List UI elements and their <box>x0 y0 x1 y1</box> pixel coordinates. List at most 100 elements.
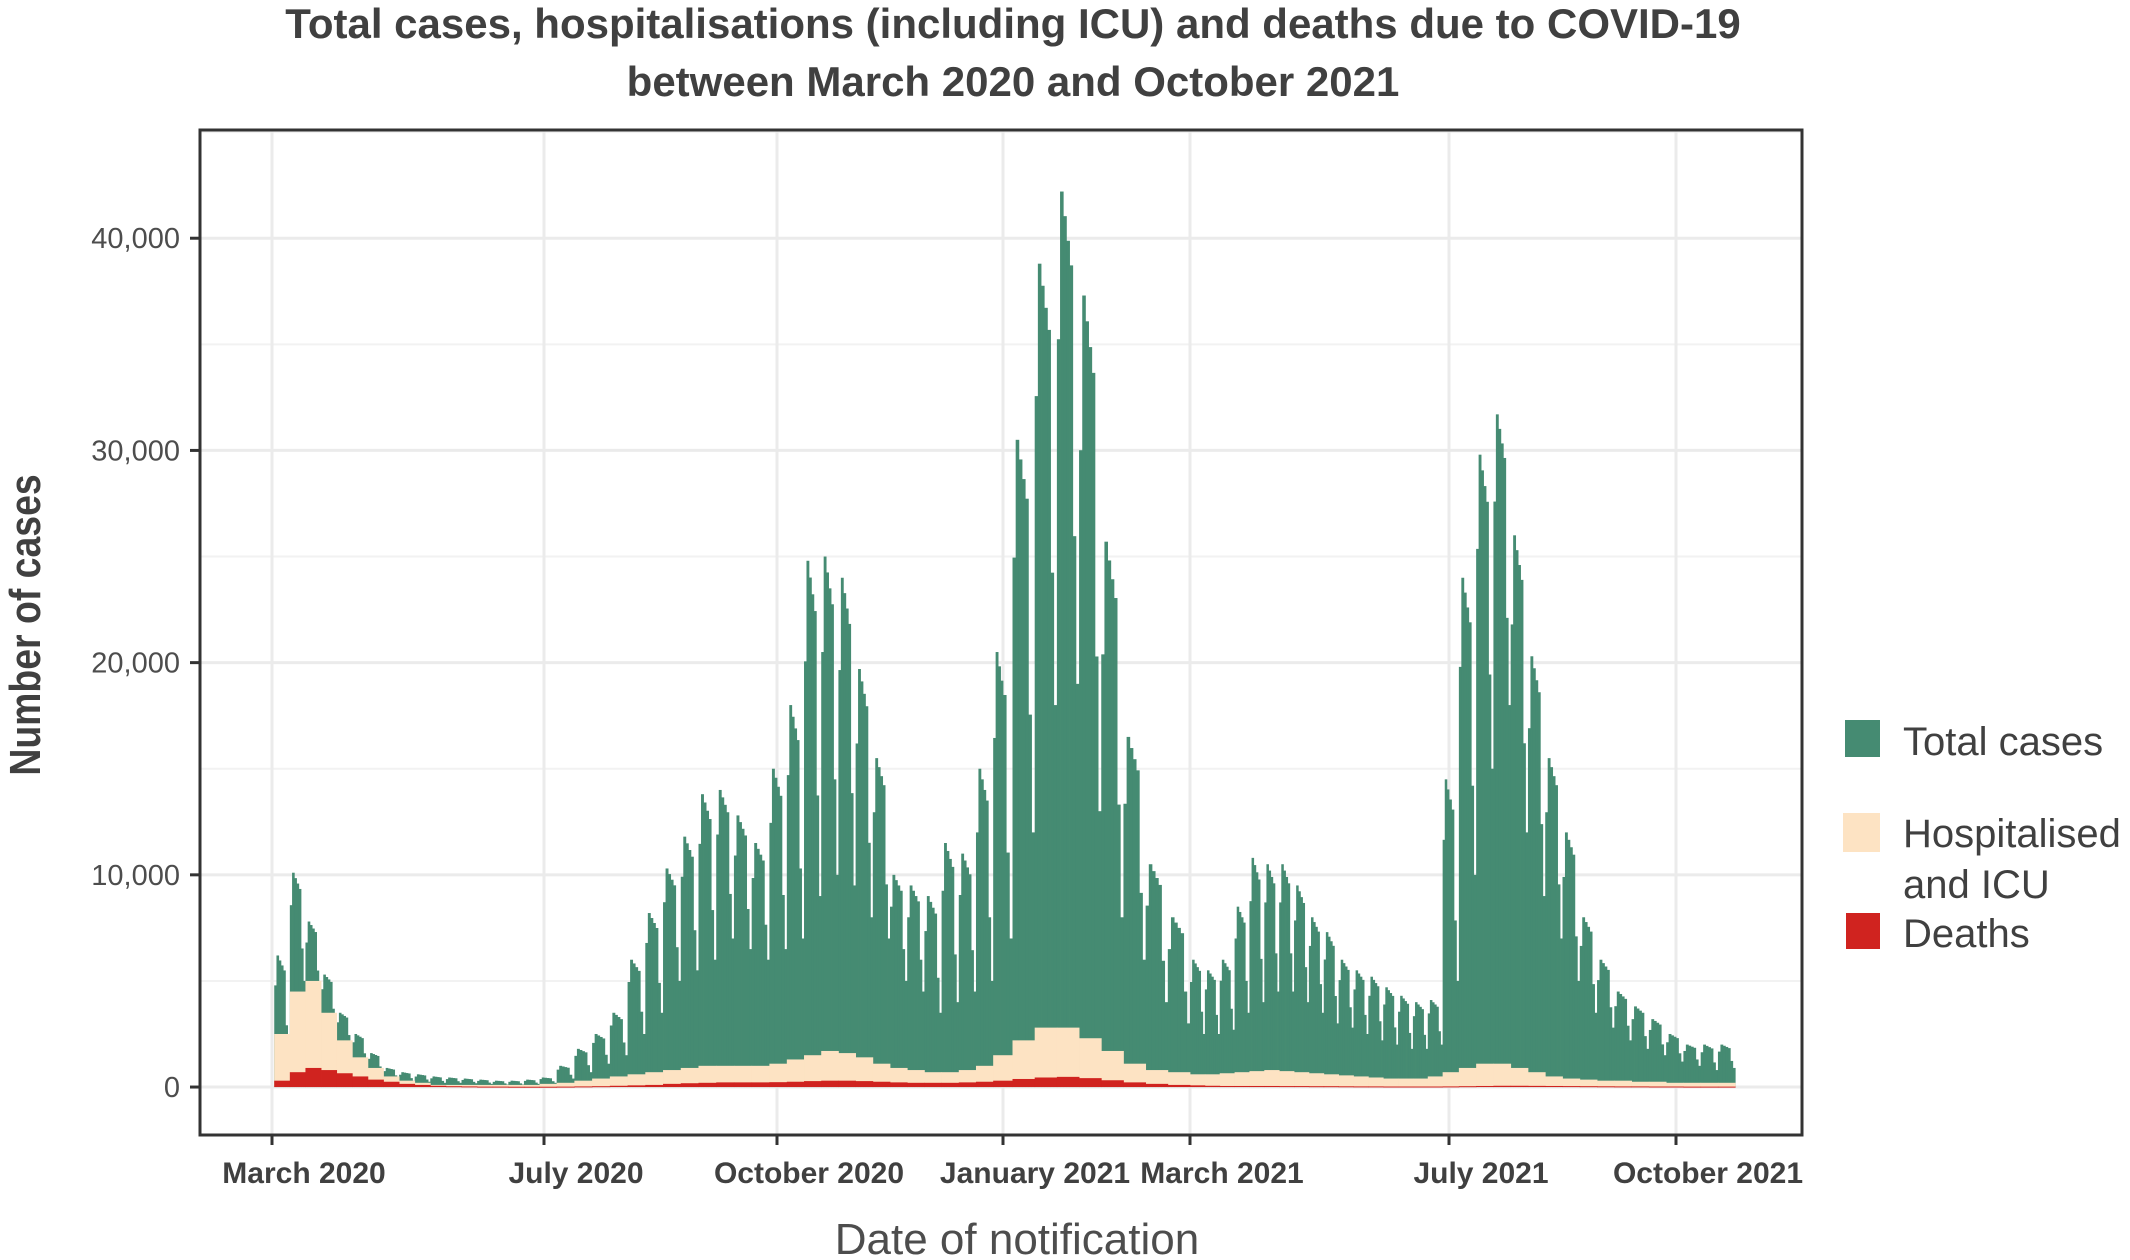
total-cases-bar <box>1530 656 1534 1088</box>
total-cases-bar <box>934 913 938 1088</box>
hospitalised-bar <box>1398 1078 1414 1088</box>
total-cases-bar <box>1636 1008 1640 1088</box>
total-cases-bar <box>1056 339 1061 1088</box>
total-cases-bar <box>1334 996 1337 1088</box>
hospitalised-bar <box>1219 1073 1235 1088</box>
total-cases-bar <box>754 843 758 1088</box>
total-cases-bar <box>448 1077 451 1088</box>
total-cases-bar <box>607 1063 611 1088</box>
deaths-bar <box>1145 1083 1169 1088</box>
total-cases-bar <box>1537 692 1541 1088</box>
total-cases-bar <box>278 960 282 1088</box>
total-cases-bar <box>1389 993 1393 1088</box>
total-cases-bar <box>1378 1021 1382 1088</box>
total-cases-bar <box>1291 991 1295 1088</box>
total-cases-bar <box>663 902 666 1088</box>
total-cases-bar <box>1177 927 1181 1088</box>
total-cases-bar <box>1376 986 1380 1088</box>
deaths-bar <box>838 1080 857 1088</box>
total-cases-bar <box>1700 1052 1704 1088</box>
deaths-bars <box>274 1067 1736 1088</box>
total-cases-bar <box>811 594 815 1088</box>
total-cases-bar <box>1574 936 1578 1088</box>
deaths-bar <box>1190 1085 1206 1088</box>
total-cases-bar <box>1372 979 1376 1088</box>
x-axis: March 2020 July 2020 October 2020 January 2… <box>222 1135 1803 1190</box>
legend-label-hospitalised-line-2: and ICU <box>1903 863 2050 907</box>
total-cases-bar <box>630 959 634 1088</box>
deaths-bar <box>645 1084 664 1088</box>
total-cases-bar <box>1410 1048 1414 1088</box>
hospitalised-bar <box>1683 1082 1702 1088</box>
total-cases-bar <box>632 963 636 1088</box>
deaths-bar <box>786 1081 805 1088</box>
legend-swatch-total-cases <box>1845 720 1880 757</box>
total-cases-bar <box>1069 265 1074 1088</box>
deaths-bar <box>907 1082 925 1088</box>
hospitalised-bar <box>1079 1038 1102 1088</box>
total-cases-bar <box>1400 995 1403 1088</box>
total-cases-bar <box>953 954 957 1088</box>
total-cases-bar <box>441 1080 445 1088</box>
total-cases-bar <box>1550 767 1554 1088</box>
x-tick-label: March 2020 <box>222 1157 385 1190</box>
total-cases-bar <box>1107 560 1112 1088</box>
deaths-bar <box>1442 1086 1460 1088</box>
deaths-bar <box>289 1072 306 1088</box>
total-cases-bar <box>1325 932 1329 1088</box>
total-cases-bar <box>756 848 760 1088</box>
deaths-bar <box>821 1080 839 1088</box>
total-cases-bar <box>951 866 955 1088</box>
hospitalised-bar <box>1458 1067 1477 1088</box>
deaths-bar <box>1338 1086 1354 1088</box>
total-cases-bar <box>840 577 844 1088</box>
total-cases-bar <box>1463 592 1467 1088</box>
hospitalised-bar <box>1353 1076 1369 1088</box>
deaths-bar <box>321 1070 338 1088</box>
total-cases-bar <box>1031 832 1036 1088</box>
total-cases-bar <box>452 1078 456 1088</box>
hospitalised-bar <box>1648 1081 1667 1088</box>
y-tick-label: 40,000 <box>91 223 180 255</box>
deaths-bar <box>958 1082 977 1088</box>
total-cases-bar <box>1440 1044 1444 1088</box>
total-cases-bar <box>472 1081 476 1088</box>
hospitalised-bar <box>1145 1070 1169 1088</box>
total-cases-bar <box>838 670 842 1088</box>
total-cases-bar <box>569 1074 573 1088</box>
total-cases-bar <box>764 924 768 1088</box>
total-cases-bar <box>657 982 661 1088</box>
deaths-bar <box>430 1085 447 1088</box>
total-cases-bar <box>794 728 798 1088</box>
total-cases-bar <box>781 894 785 1088</box>
deaths-bar <box>855 1081 874 1088</box>
total-cases-bar <box>980 779 984 1088</box>
total-cases-bar <box>862 693 866 1088</box>
total-cases-bar <box>1306 1002 1310 1088</box>
total-cases-bar <box>1555 785 1558 1088</box>
total-cases-bar <box>1300 897 1303 1088</box>
total-cases-bar <box>902 949 906 1088</box>
total-cases-bar <box>1468 622 1472 1088</box>
total-cases-bar <box>1624 998 1628 1088</box>
hospitalised-bar <box>1562 1078 1581 1088</box>
total-cases-bar <box>1120 917 1124 1088</box>
total-cases-bar <box>917 901 920 1088</box>
total-cases-bar <box>1429 1000 1433 1088</box>
total-cases-bar <box>749 949 753 1088</box>
total-cases-bar <box>716 834 720 1088</box>
total-cases-bar <box>1253 865 1257 1088</box>
total-cases-bar <box>421 1075 425 1088</box>
hospitalised-bar <box>1294 1072 1310 1088</box>
total-cases-bar <box>1366 1033 1369 1088</box>
total-cases-bar <box>617 1017 621 1088</box>
x-tick-label: October 2021 <box>1613 1157 1803 1190</box>
hospitalised-bar <box>1167 1072 1191 1088</box>
total-cases-bar <box>1351 1027 1354 1088</box>
total-cases-bar <box>1034 396 1039 1088</box>
total-cases-bar <box>526 1079 529 1088</box>
total-cases-bar <box>968 874 972 1088</box>
total-cases-bar <box>1361 979 1365 1088</box>
total-cases-bar <box>1110 579 1115 1088</box>
total-cases-bar <box>698 843 702 1088</box>
